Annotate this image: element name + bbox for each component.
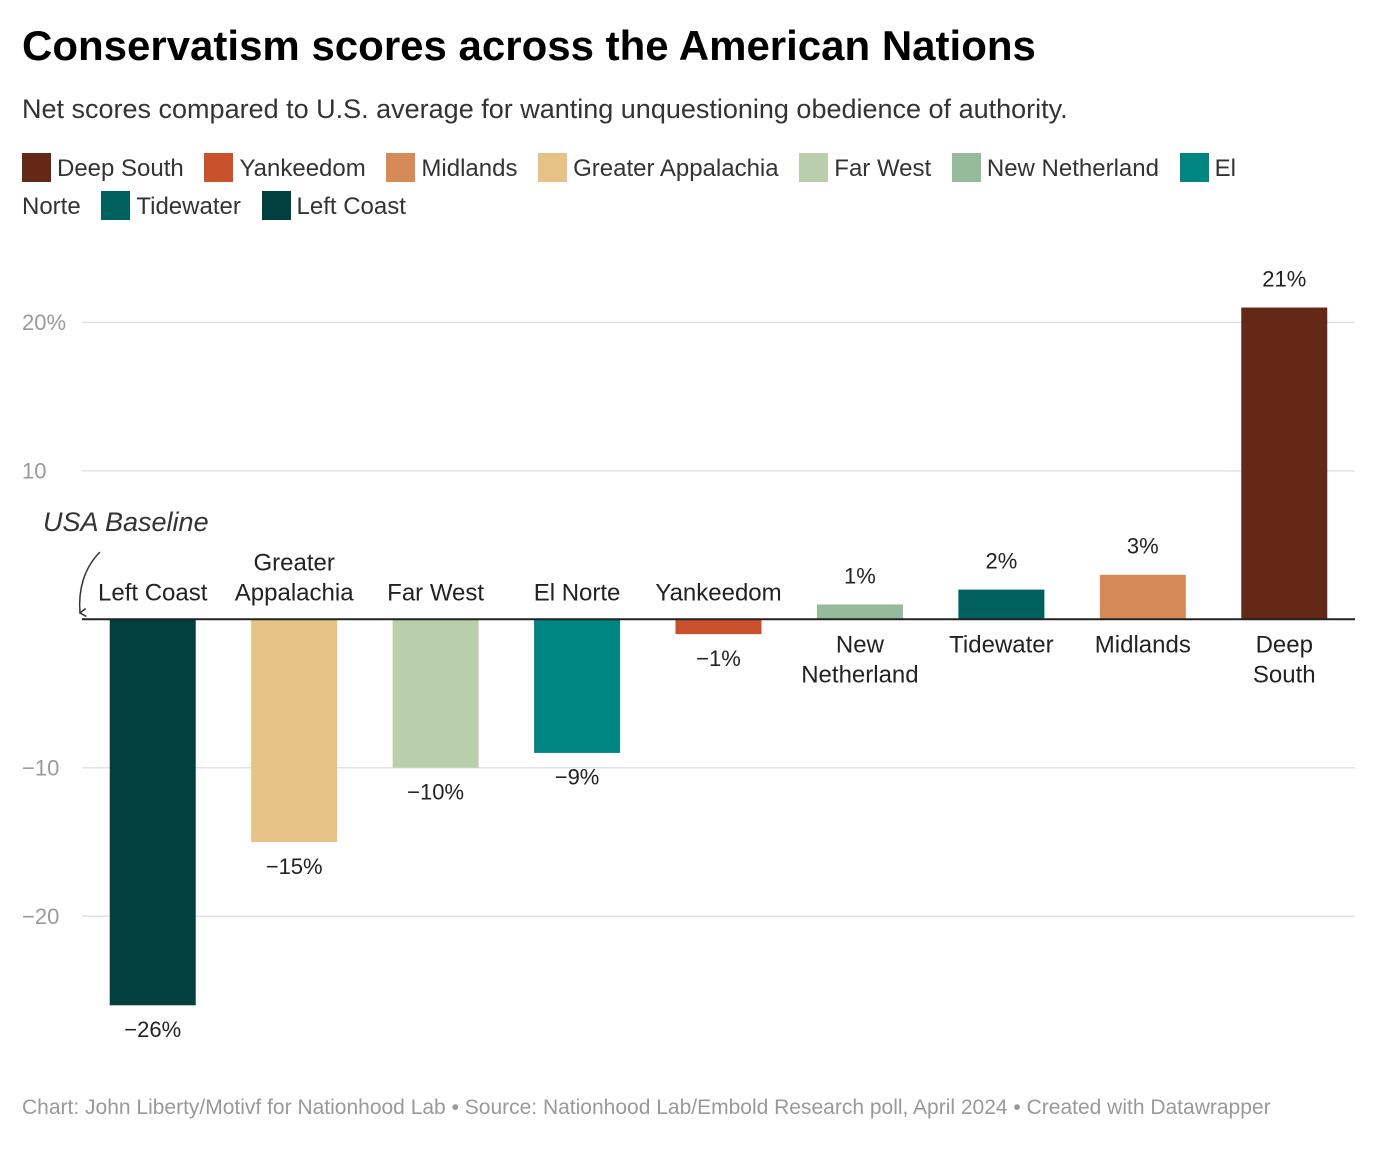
value-label: −1%: [696, 646, 741, 671]
legend-item: Far West: [799, 153, 932, 182]
annotation: USA Baseline: [43, 507, 209, 537]
x-tick-label: Yankeedom: [655, 580, 781, 607]
legend-item: Greater Appalachia: [538, 153, 779, 182]
bar: [392, 619, 479, 768]
annotation-arrow: [78, 551, 101, 618]
y-tick-label: −10: [22, 756, 59, 781]
legend-swatch: [799, 153, 829, 182]
legend-swatch: [386, 153, 416, 182]
x-tick-label: Greater Appalachia: [235, 550, 354, 607]
bar: [251, 619, 338, 842]
value-label: −10%: [407, 780, 464, 805]
legend-item: Left Coast: [261, 191, 406, 220]
x-tick-label-line: Greater: [253, 550, 334, 577]
legend-label: Yankeedom: [239, 155, 366, 182]
legend-item: El Norte: [22, 153, 1236, 220]
y-tick-label: −20: [22, 904, 59, 929]
legend-label: Left Coast: [296, 193, 406, 220]
bar: [109, 619, 196, 1006]
x-tick-label-line: Deep: [1256, 632, 1313, 659]
legend-swatch: [538, 153, 568, 182]
legend-item: Deep South: [22, 153, 184, 182]
legend-swatch: [1179, 153, 1209, 182]
legend: Deep South Yankeedom Midlands Greater Ap…: [22, 150, 1312, 226]
chart-title: Conservatism scores across the American …: [22, 22, 1036, 69]
value-label: 21%: [1262, 266, 1306, 291]
legend-item: Midlands: [386, 153, 518, 182]
bar: [1241, 307, 1328, 620]
legend-label: Deep South: [57, 155, 184, 182]
x-tick-label-line: South: [1253, 662, 1316, 689]
x-tick-label: Far West: [387, 580, 484, 607]
legend-swatch: [951, 153, 981, 182]
value-label: −15%: [266, 854, 323, 879]
value-label: 2%: [985, 548, 1017, 573]
x-tick-label-line: New: [836, 632, 885, 659]
legend-label: Greater Appalachia: [573, 155, 779, 182]
legend-label: Far West: [834, 155, 932, 182]
legend-label: Tidewater: [136, 193, 241, 220]
y-tick-label: 20%: [22, 310, 66, 335]
y-tick-label: 10: [22, 459, 46, 484]
legend-swatch: [101, 191, 131, 220]
chart-subtitle: Net scores compared to U.S. average for …: [22, 94, 1068, 124]
value-label: −9%: [555, 765, 600, 790]
bar: [534, 619, 621, 753]
x-tick-label: New Netherland: [801, 632, 918, 689]
legend-label: Midlands: [421, 155, 518, 182]
value-label: −26%: [124, 1017, 181, 1042]
legend-swatch: [22, 153, 51, 182]
x-tick-label: Left Coast: [98, 580, 208, 607]
bar: [816, 604, 903, 620]
bar: [675, 619, 762, 635]
x-tick-label: Tidewater: [949, 632, 1053, 659]
x-tick-label-line: Appalachia: [235, 580, 354, 607]
legend-label: New Netherland: [986, 155, 1159, 182]
footer: Chart: John Liberty/Motivf for Nationhoo…: [22, 1096, 1271, 1119]
x-tick-label: El Norte: [534, 580, 621, 607]
x-tick-label: Midlands: [1095, 632, 1191, 659]
x-tick-label: Deep South: [1253, 632, 1316, 689]
value-label: 1%: [844, 563, 876, 588]
legend-item: Yankeedom: [204, 153, 366, 182]
value-label: 3%: [1127, 534, 1159, 559]
legend-swatch: [261, 191, 291, 220]
legend-swatch: [204, 153, 234, 182]
bar: [958, 589, 1045, 620]
bar: [1099, 574, 1186, 620]
legend-item: New Netherland: [951, 153, 1159, 182]
legend-item: Tidewater: [101, 191, 241, 220]
x-tick-label-line: Netherland: [801, 662, 918, 689]
legend-label: El Norte: [22, 155, 1236, 220]
